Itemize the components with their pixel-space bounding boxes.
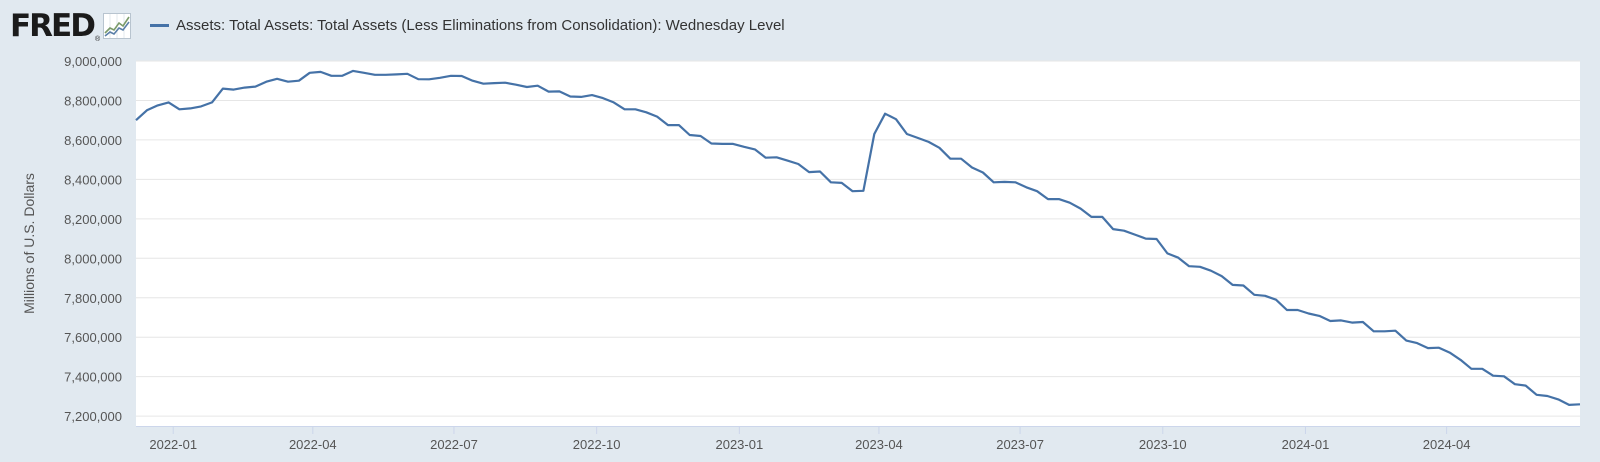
y-tick-label: 7,200,000	[64, 409, 122, 424]
y-tick-label: 8,000,000	[64, 251, 122, 266]
legend-swatch	[150, 24, 169, 27]
y-tick-label: 7,600,000	[64, 330, 122, 345]
x-tick-label: 2022-01	[149, 437, 197, 452]
x-axis-ticks: 2022-01 2022-04 2022-07 2022-10 2023-01 2023-…	[136, 426, 1580, 452]
logo-text: FRED	[10, 8, 96, 44]
plot-area	[136, 61, 1580, 426]
x-tick-label: 2024-01	[1282, 437, 1330, 452]
x-tick-label: 2024-04	[1423, 437, 1471, 452]
x-tick-label: 2023-07	[996, 437, 1044, 452]
chart-legend[interactable]: Assets: Total Assets: Total Assets (Less…	[150, 17, 785, 34]
y-tick-label: 8,800,000	[64, 93, 122, 108]
series-line[interactable]	[135, 69, 1581, 406]
x-tick-label: 2023-01	[715, 437, 763, 452]
y-tick-label: 8,400,000	[64, 172, 122, 187]
x-tick-label: 2022-07	[430, 437, 478, 452]
y-tick-label: 8,200,000	[64, 212, 122, 227]
x-tick-label: 2023-04	[855, 437, 903, 452]
y-tick-label: 9,000,000	[64, 54, 122, 69]
fred-chart-line-icon	[103, 13, 132, 44]
logo-registered-mark: ®	[94, 36, 101, 43]
gridlines	[136, 60, 1580, 417]
legend-series-name: Assets: Total Assets: Total Assets (Less…	[176, 17, 785, 34]
y-tick-label: 8,600,000	[64, 133, 122, 148]
y-tick-label: 7,800,000	[64, 291, 122, 306]
chart-header: FRED ® Assets: Total Assets: Total Asset…	[0, 0, 1600, 50]
fred-logo[interactable]: FRED ®	[10, 8, 132, 46]
y-axis-label: Millions of U.S. Dollars	[21, 173, 37, 314]
x-tick-label: 2023-10	[1139, 437, 1187, 452]
x-tick-label: 2022-04	[289, 437, 337, 452]
y-axis-tick-labels: 7,200,000 7,400,000 7,600,000 7,800,000 8,00…	[64, 54, 122, 424]
x-tick-label: 2022-10	[573, 437, 621, 452]
y-tick-label: 7,400,000	[64, 370, 122, 385]
